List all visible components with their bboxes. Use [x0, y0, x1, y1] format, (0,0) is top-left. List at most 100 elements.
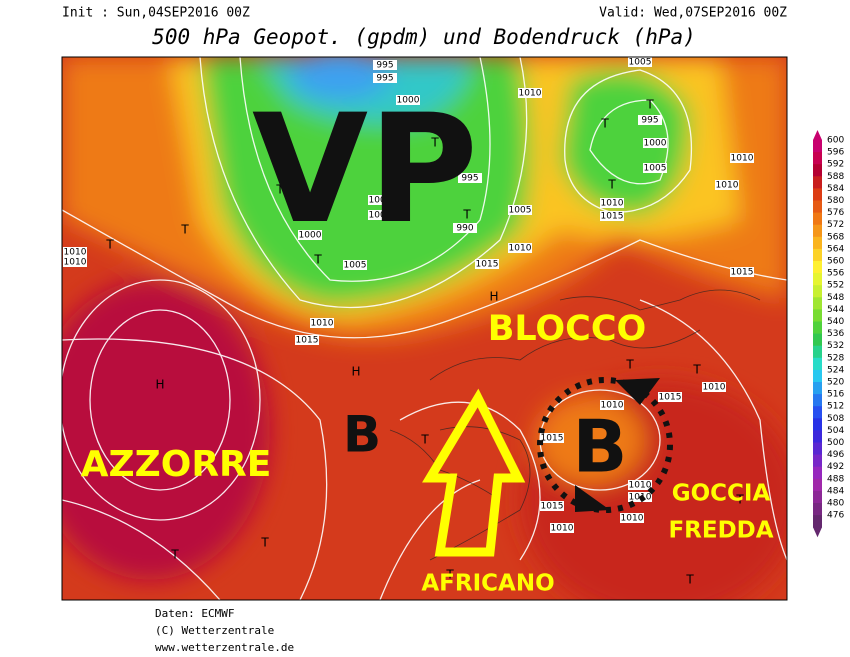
pressure-center: H [155, 378, 164, 392]
colorbar-swatch [813, 200, 822, 214]
isobar-label: 995 [641, 116, 658, 126]
africano-label: AFRICANO [421, 571, 554, 597]
isobar-label-box [63, 247, 87, 257]
isobar-label: 1010 [64, 258, 87, 268]
isobar-label-box [628, 57, 652, 67]
isobar-label-box [396, 95, 420, 105]
colorbar-label: 596 [827, 148, 844, 158]
isobar-label-box [730, 267, 754, 277]
colorbar-cap [813, 527, 822, 538]
colorbar-swatch [813, 515, 822, 528]
low-label: B [573, 405, 628, 489]
colorbar-swatch [813, 212, 822, 226]
isobar-label: 1005 [644, 164, 667, 174]
isobar-label-box [600, 211, 624, 221]
isobar-label-box [540, 501, 564, 511]
isobar-label-box [295, 335, 319, 345]
isobar-label-box [458, 173, 482, 183]
isobar-label-box [600, 400, 624, 410]
pressure-center: T [313, 253, 322, 267]
colorbar-swatch [813, 478, 822, 492]
isobar-label-box [715, 180, 739, 190]
pressure-center: T [625, 358, 634, 372]
isobar-label: 1015 [296, 336, 319, 346]
map-title: 500 hPa Geopot. (gpdm) und Bodendruck (h… [152, 25, 696, 49]
colorbar-label: 552 [827, 281, 844, 291]
isobar-label: 1005 [509, 206, 532, 216]
colorbar-swatch [813, 430, 822, 443]
isobar-label-box [63, 257, 87, 267]
isobar-label: 1010 [551, 524, 574, 534]
map-field: 995 995 1000 1005 1010 1000 995 1005 1005 1005 995… [62, 57, 787, 600]
blocco-label: BLOCCO [488, 309, 647, 349]
pressure-center: T [105, 238, 114, 252]
colorbar-label: 512 [827, 402, 844, 412]
isobar-label-box [638, 115, 662, 125]
isobar-label-box [475, 259, 499, 269]
colorbar-swatch [813, 152, 822, 165]
fredda-label: FREDDA [668, 518, 773, 544]
isobar-label: 995 [376, 74, 393, 84]
colorbar-swatch [813, 236, 822, 250]
pressure-center: T [462, 208, 471, 222]
colorbar-label: 516 [827, 390, 844, 400]
isobar-label-box [643, 138, 667, 148]
valid-time: Valid: Wed,07SEP2016 00Z [599, 6, 787, 21]
colorbar-label: 588 [827, 172, 844, 182]
colorbar-label: 576 [827, 208, 844, 218]
isobar-label-box [343, 260, 367, 270]
copyright: (C) Wetterzentrale [155, 624, 274, 637]
isobar-label-box [508, 205, 532, 215]
colorbar-swatch [813, 345, 822, 359]
colorbar-swatch [813, 176, 822, 189]
african-arrow [422, 388, 526, 557]
colorbar-swatch [813, 466, 822, 480]
pressure-center: T [430, 136, 439, 150]
isobar-labels: 995 995 1000 1005 1010 1000 995 1005 1005 1005 995… [63, 57, 754, 534]
colorbar-label: 532 [827, 341, 844, 351]
pressure-center: T [645, 98, 654, 112]
isobar-label: 1010 [311, 319, 334, 329]
colorbar-label: 536 [827, 329, 844, 339]
isobar-label: 1005 [369, 211, 392, 221]
isobar-label: 1000 [644, 139, 667, 149]
isobar-label: 1000 [397, 96, 420, 106]
isobar-label: 1015 [476, 260, 499, 270]
colorbar-label: 476 [827, 511, 844, 521]
init-time: Init : Sun,04SEP2016 00Z [62, 6, 250, 21]
colorbar-swatch [813, 188, 822, 201]
isobar-label: 1010 [731, 154, 754, 164]
isobar-label-box [658, 392, 682, 402]
colorbar-swatch [813, 357, 822, 371]
colorbar-swatch [813, 394, 822, 407]
isobar-label-box [373, 73, 397, 83]
colorbar-label: 508 [827, 414, 844, 424]
colorbar-swatch [813, 285, 822, 298]
circulation-arrow [575, 485, 610, 512]
colorbar-swatch [813, 503, 822, 516]
colorbar-label: 544 [827, 305, 844, 315]
colorbar-swatch [813, 490, 822, 504]
colorbar-label: 560 [827, 257, 844, 267]
colorbar-label: 496 [827, 450, 844, 460]
overlay: VP BLOCCO AZZORRE B B AFRICANO GOCCIA FR… [81, 83, 774, 597]
colorbar-cap [813, 130, 822, 140]
colorbar-label: 592 [827, 160, 844, 170]
colorbar-swatch [813, 406, 822, 419]
colorbar-swatch [813, 273, 822, 286]
colorbar-label: 492 [827, 462, 844, 472]
isobar-label: 1015 [541, 502, 564, 512]
isobar-label: 1015 [659, 393, 682, 403]
colorbar-swatch [813, 321, 822, 335]
colorbar-label: 572 [827, 220, 844, 230]
colorbar-label: 504 [827, 426, 844, 436]
vp-label: VP [252, 83, 478, 257]
colorbar-label: 564 [827, 244, 844, 254]
colorbar-label: 484 [827, 486, 844, 496]
source: Daten: ECMWF [155, 607, 234, 620]
colorbar-swatch [813, 164, 822, 177]
cutoff-circle [537, 377, 673, 513]
pressure-center: T [607, 178, 616, 192]
colorbar-swatch [813, 369, 822, 383]
pressure-center: H [351, 365, 360, 379]
